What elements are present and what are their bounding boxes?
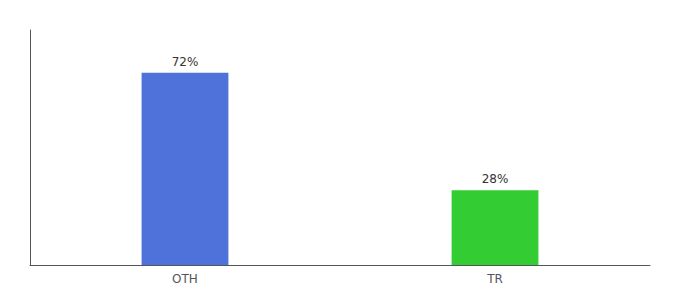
svg-text:28%: 28% <box>482 172 509 186</box>
svg-text:72%: 72% <box>172 55 199 69</box>
svg-text:OTH: OTH <box>172 272 198 286</box>
svg-text:TR: TR <box>486 272 503 286</box>
